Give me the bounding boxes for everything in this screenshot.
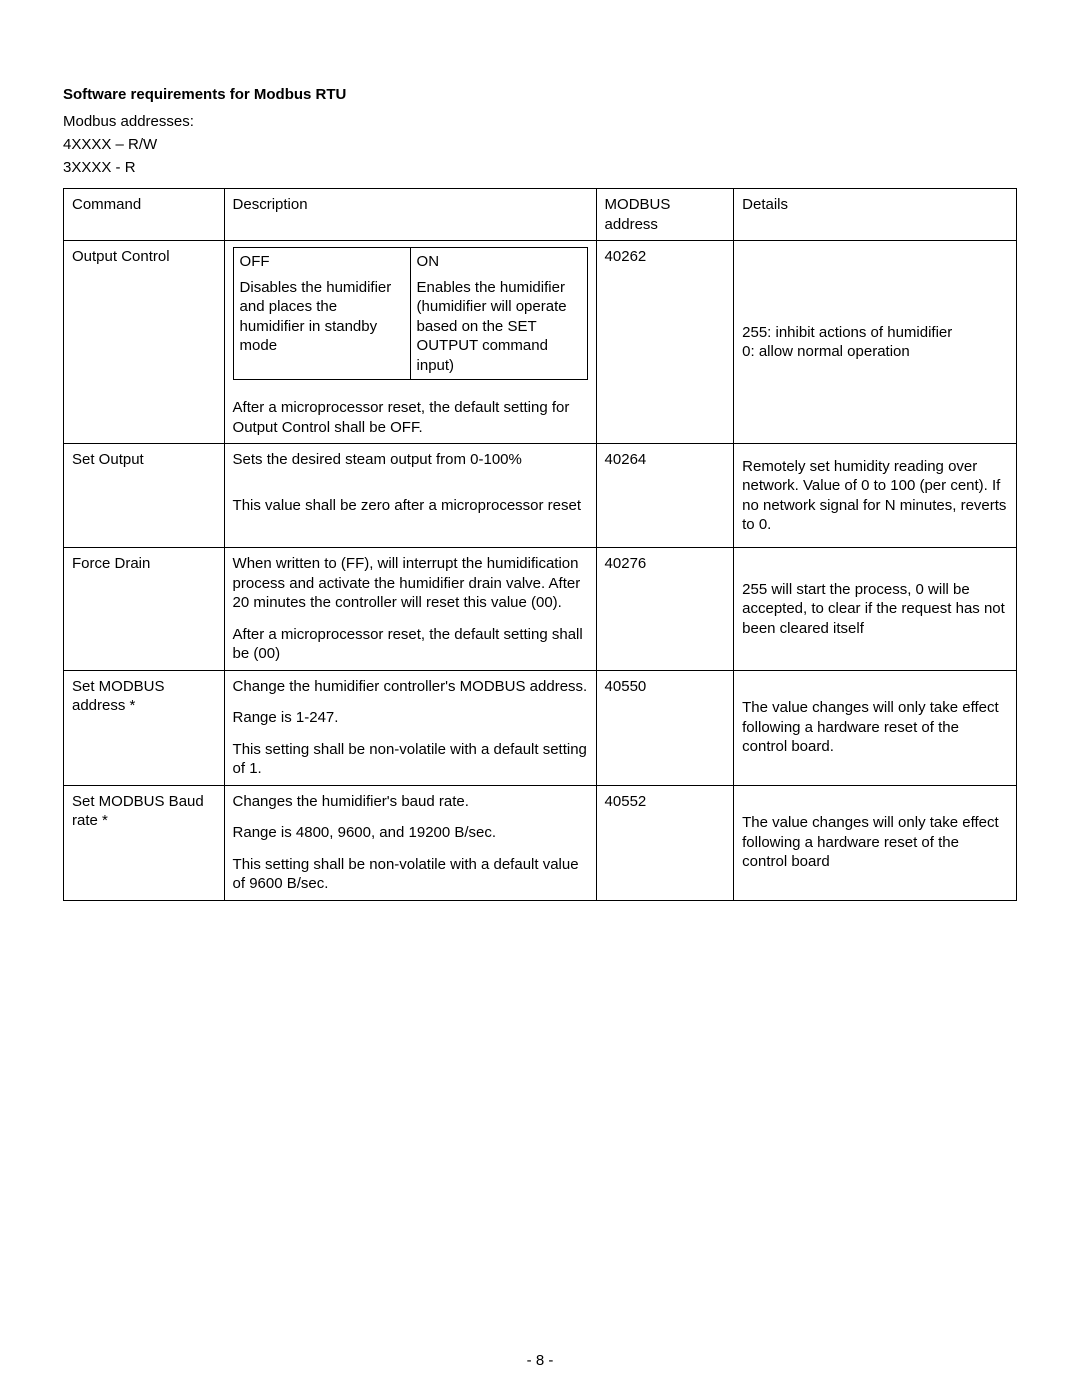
subcell-off: OFF Disables the humidifier and places t… <box>233 248 410 380</box>
off-on-subtable: OFF Disables the humidifier and places t… <box>233 247 588 380</box>
cell-details: Remotely set humidity reading over netwo… <box>734 444 1017 548</box>
document-page: Software requirements for Modbus RTU Mod… <box>0 0 1080 1397</box>
subcell-on: ON Enables the humidifier (humidifier wi… <box>410 248 587 380</box>
intro-line-3: 3XXXX - R <box>63 159 1017 176</box>
desc-para: This setting shall be non-volatile with … <box>233 740 588 779</box>
desc-para: This setting shall be non-volatile with … <box>233 855 588 894</box>
cell-details: 255: inhibit actions of humidifier0: all… <box>734 241 1017 444</box>
cell-command: Set MODBUS address * <box>64 670 225 785</box>
intro-line-1: Modbus addresses: <box>63 113 1017 130</box>
header-address: MODBUS address <box>596 189 734 241</box>
cell-description: Changes the humidifier's baud rate. Rang… <box>224 785 596 900</box>
cell-description: OFF Disables the humidifier and places t… <box>224 241 596 444</box>
table-row: Output Control OFF Disables the humidifi… <box>64 241 1017 444</box>
section-heading: Software requirements for Modbus RTU <box>63 86 1017 103</box>
table-row: Force Drain When written to (FF), will i… <box>64 548 1017 671</box>
off-body: Disables the humidifier and places the h… <box>240 278 404 356</box>
desc-para: Range is 4800, 9600, and 19200 B/sec. <box>233 823 588 843</box>
table-row: Set MODBUS Baud rate * Changes the humid… <box>64 785 1017 900</box>
cell-address: 40264 <box>596 444 734 548</box>
off-label: OFF <box>240 252 404 272</box>
cell-command: Output Control <box>64 241 225 444</box>
desc-para: Sets the desired steam output from 0-100… <box>233 450 588 470</box>
desc-para: Range is 1-247. <box>233 708 588 728</box>
desc-para: After a microprocessor reset, the defaul… <box>233 625 588 664</box>
table-row: Set Output Sets the desired steam output… <box>64 444 1017 548</box>
cell-address: 40262 <box>596 241 734 444</box>
page-number: - 8 - <box>0 1352 1080 1369</box>
cell-command: Set Output <box>64 444 225 548</box>
header-description: Description <box>224 189 596 241</box>
on-body: Enables the humidifier (humidifier will … <box>417 278 581 376</box>
header-command: Command <box>64 189 225 241</box>
output-control-after: After a microprocessor reset, the defaul… <box>233 398 588 437</box>
cell-address: 40552 <box>596 785 734 900</box>
cell-details: The value changes will only take effect … <box>734 785 1017 900</box>
cell-command: Set MODBUS Baud rate * <box>64 785 225 900</box>
cell-details: 255 will start the process, 0 will be ac… <box>734 548 1017 671</box>
desc-para: Change the humidifier controller's MODBU… <box>233 677 588 697</box>
table-row: Set MODBUS address * Change the humidifi… <box>64 670 1017 785</box>
cell-details: The value changes will only take effect … <box>734 670 1017 785</box>
header-details: Details <box>734 189 1017 241</box>
cell-address: 40550 <box>596 670 734 785</box>
modbus-table: Command Description MODBUS address Detai… <box>63 188 1017 901</box>
on-label: ON <box>417 252 581 272</box>
cell-command: Force Drain <box>64 548 225 671</box>
cell-description: Sets the desired steam output from 0-100… <box>224 444 596 548</box>
cell-description: Change the humidifier controller's MODBU… <box>224 670 596 785</box>
desc-para: Changes the humidifier's baud rate. <box>233 792 588 812</box>
desc-para: When written to (FF), will interrupt the… <box>233 554 588 613</box>
table-header-row: Command Description MODBUS address Detai… <box>64 189 1017 241</box>
cell-address: 40276 <box>596 548 734 671</box>
desc-para: This value shall be zero after a micropr… <box>233 496 588 516</box>
intro-line-2: 4XXXX – R/W <box>63 136 1017 153</box>
cell-description: When written to (FF), will interrupt the… <box>224 548 596 671</box>
